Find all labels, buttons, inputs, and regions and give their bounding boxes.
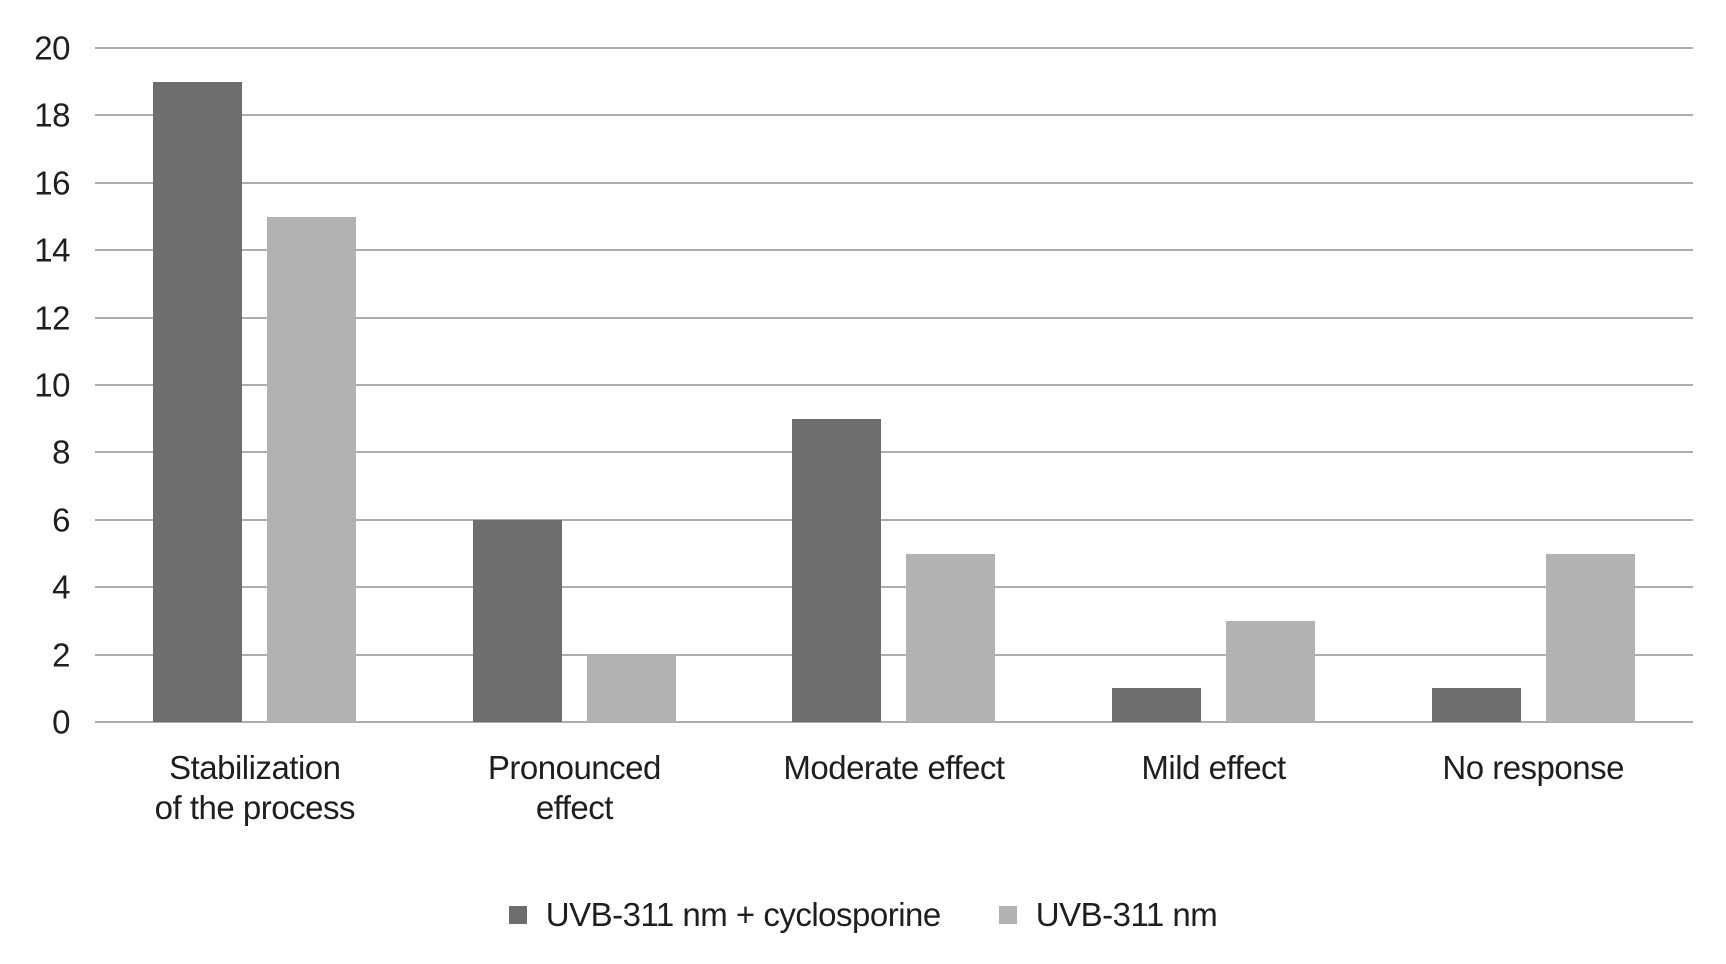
bar-group xyxy=(1373,48,1693,722)
bar xyxy=(1545,553,1635,722)
gridline xyxy=(95,316,1693,319)
y-tick-label: 8 xyxy=(52,433,70,471)
bar xyxy=(906,553,996,722)
bar-group xyxy=(734,48,1054,722)
y-tick-label: 2 xyxy=(52,636,70,674)
y-tick-label: 6 xyxy=(52,501,70,539)
legend-item: UVB-311 nm xyxy=(998,896,1218,933)
x-axis-label: No response xyxy=(1442,749,1624,786)
x-axis-label: Pronounced effect xyxy=(487,749,661,826)
bar xyxy=(1431,688,1521,722)
x-axis-label: Stabilization of the process xyxy=(154,749,356,826)
bar-group xyxy=(95,48,415,722)
y-tick-label: 0 xyxy=(52,703,70,741)
gridline xyxy=(95,653,1693,656)
x-axis-label: Moderate effect xyxy=(783,749,1005,786)
gridline xyxy=(95,518,1693,521)
legend-label: UVB-311 nm xyxy=(1035,896,1218,933)
legend: UVB-311 nm + cyclosporine UVB-311 nm xyxy=(0,897,1726,933)
legend-item: UVB-311 nm + cyclosporine xyxy=(508,896,942,933)
gridline xyxy=(95,586,1693,589)
bar-groups xyxy=(95,48,1693,722)
bar-group xyxy=(415,48,735,722)
legend-marker-icon xyxy=(998,906,1017,924)
y-axis: 0 2 4 6 8 10 12 14 16 18 20 xyxy=(0,32,70,739)
legend-label: UVB-311 nm + cyclosporine xyxy=(545,896,942,933)
bar xyxy=(792,418,882,722)
plot-area xyxy=(95,47,1693,723)
gridline xyxy=(95,721,1693,723)
y-tick-label: 20 xyxy=(34,29,70,67)
bar xyxy=(1226,620,1316,722)
y-tick-label: 10 xyxy=(34,366,70,404)
bar xyxy=(472,519,562,722)
gridline xyxy=(95,451,1693,454)
legend-marker-icon xyxy=(508,906,527,924)
bar xyxy=(153,81,243,722)
gridline xyxy=(95,181,1693,184)
gridline xyxy=(95,114,1693,117)
x-axis-labels: Stabilization of the process Pronounced e… xyxy=(95,748,1693,828)
bar xyxy=(1112,688,1202,722)
y-tick-label: 18 xyxy=(34,96,70,134)
y-tick-label: 14 xyxy=(34,231,70,269)
x-axis-label: Mild effect xyxy=(1141,749,1286,786)
gridline xyxy=(95,384,1693,386)
bar xyxy=(267,216,357,722)
y-tick-label: 16 xyxy=(34,164,70,202)
y-tick-label: 4 xyxy=(52,568,70,606)
y-tick-label: 12 xyxy=(34,299,70,337)
bar-group xyxy=(1054,48,1374,722)
gridline xyxy=(95,249,1693,252)
bar xyxy=(586,654,676,722)
gridline xyxy=(95,47,1693,49)
